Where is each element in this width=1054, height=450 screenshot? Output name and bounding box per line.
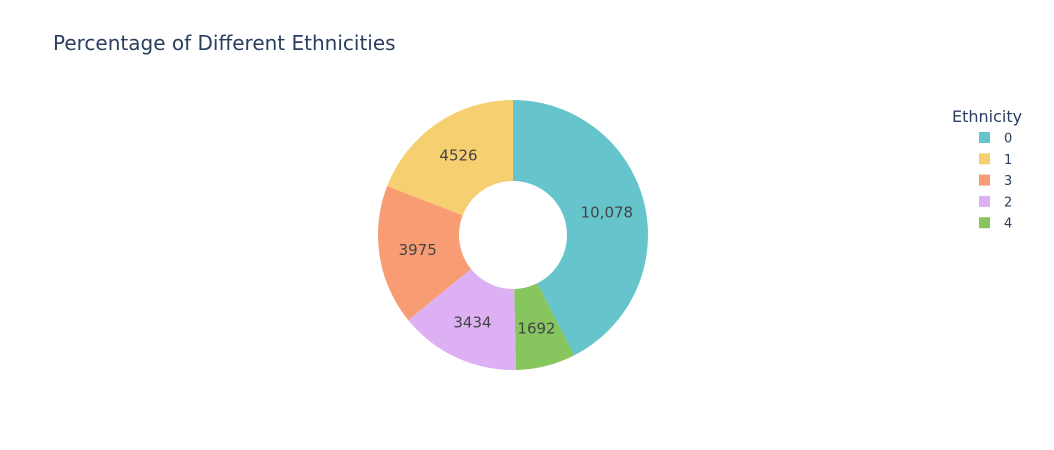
slice-label-4: 1692	[517, 320, 555, 338]
legend-swatch-2[interactable]	[979, 195, 990, 207]
donut-slice-3	[378, 186, 472, 321]
legend-label-0[interactable]: 0	[1004, 132, 1012, 147]
donut-slice-0	[513, 100, 648, 356]
donut-slice-4	[514, 283, 575, 370]
slice-label-2: 3434	[453, 314, 491, 332]
legend-label-3[interactable]: 3	[1004, 174, 1012, 189]
slice-label-1: 4526	[439, 146, 477, 164]
legend-label-1[interactable]: 1	[1004, 153, 1012, 168]
slice-label-3: 3975	[399, 241, 437, 259]
legend-swatch-3[interactable]	[979, 174, 990, 186]
chart-title: Percentage of Different Ethnicities	[53, 31, 396, 55]
legend-label-4[interactable]: 4	[1004, 217, 1012, 232]
donut-slice-2	[408, 269, 516, 370]
legend-swatch-4[interactable]	[979, 217, 990, 229]
legend: Ethnicity 0 1 3 2 4	[952, 107, 1022, 232]
legend-title: Ethnicity	[952, 107, 1022, 126]
slice-label-0: 10,078	[581, 204, 634, 222]
legend-label-2[interactable]: 2	[1004, 195, 1012, 210]
legend-swatch-0[interactable]	[979, 132, 990, 143]
donut-slice-1	[387, 100, 513, 216]
donut-slices	[378, 100, 648, 370]
legend-swatch-1[interactable]	[979, 153, 990, 165]
slice-labels: 10,078 1692 3434 3975 4526	[399, 146, 634, 337]
